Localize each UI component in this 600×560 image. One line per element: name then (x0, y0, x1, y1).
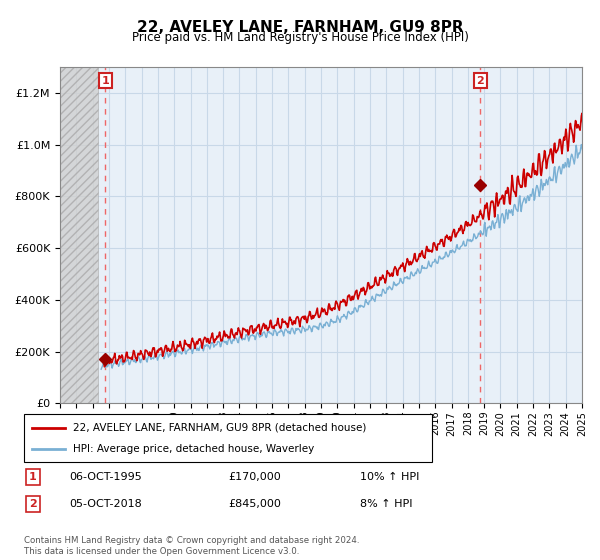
Text: HPI: Average price, detached house, Waverley: HPI: Average price, detached house, Wave… (73, 444, 314, 454)
Text: 8% ↑ HPI: 8% ↑ HPI (360, 499, 413, 509)
Text: 2: 2 (476, 76, 484, 86)
Text: 2: 2 (29, 499, 37, 509)
Bar (60, 67, 98, 403)
Text: 05-OCT-2018: 05-OCT-2018 (69, 499, 142, 509)
FancyBboxPatch shape (24, 414, 432, 462)
Text: £170,000: £170,000 (228, 472, 281, 482)
Text: 1: 1 (29, 472, 37, 482)
Text: 1: 1 (101, 76, 109, 86)
Text: Price paid vs. HM Land Registry's House Price Index (HPI): Price paid vs. HM Land Registry's House … (131, 31, 469, 44)
Text: 22, AVELEY LANE, FARNHAM, GU9 8PR (detached house): 22, AVELEY LANE, FARNHAM, GU9 8PR (detac… (73, 423, 367, 433)
Text: 06-OCT-1995: 06-OCT-1995 (69, 472, 142, 482)
Text: 22, AVELEY LANE, FARNHAM, GU9 8PR: 22, AVELEY LANE, FARNHAM, GU9 8PR (137, 20, 463, 35)
Text: £845,000: £845,000 (228, 499, 281, 509)
Text: 10% ↑ HPI: 10% ↑ HPI (360, 472, 419, 482)
Text: Contains HM Land Registry data © Crown copyright and database right 2024.
This d: Contains HM Land Registry data © Crown c… (24, 536, 359, 556)
